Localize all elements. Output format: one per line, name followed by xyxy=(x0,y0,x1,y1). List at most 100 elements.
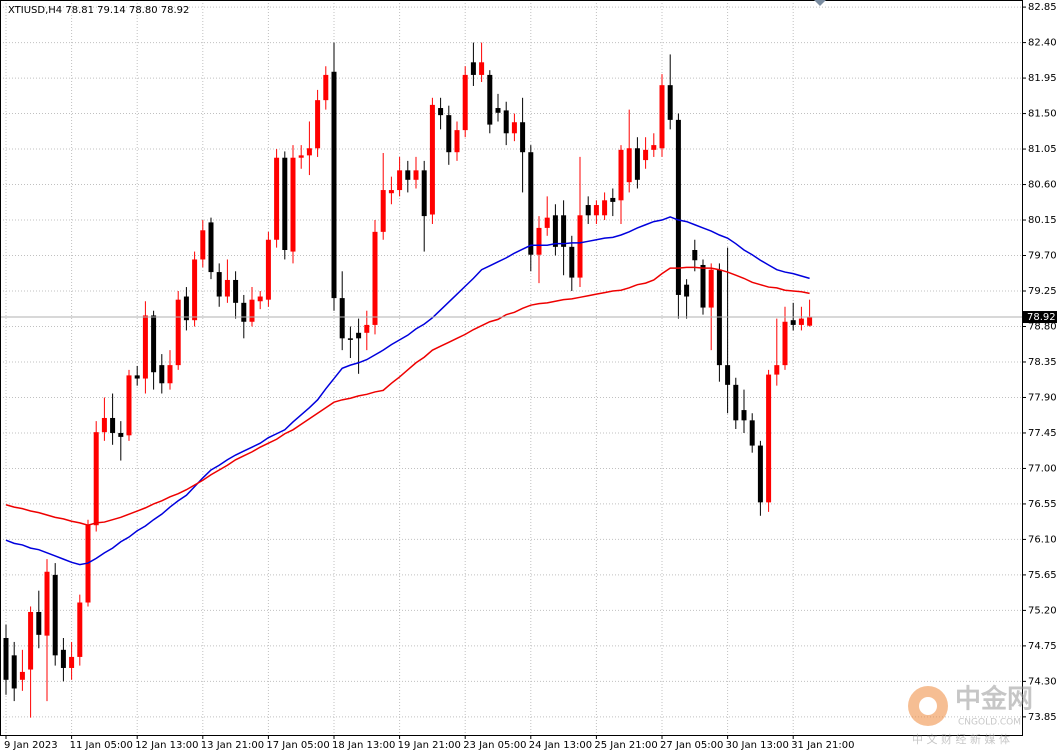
y-tick-label: 75.65 xyxy=(1028,570,1057,581)
shift-marker xyxy=(814,0,826,6)
candle-body xyxy=(528,152,534,255)
watermark-tagline: 中 文 财 经 新 媒 体 xyxy=(912,732,1010,746)
candle-body xyxy=(93,432,99,526)
candle-body xyxy=(749,420,755,446)
candle-body xyxy=(667,85,673,120)
y-tick-label: 78.35 xyxy=(1028,357,1057,368)
candle-body xyxy=(610,197,616,202)
watermark-brand: 中金网 xyxy=(955,684,1033,715)
candle-body xyxy=(339,298,345,339)
x-tick-label: 31 Jan 21:00 xyxy=(791,740,854,751)
candle-body xyxy=(60,649,66,668)
candle-body xyxy=(684,284,690,297)
moving-average xyxy=(5,216,810,566)
candle-body xyxy=(643,149,649,161)
y-tick-label: 74.30 xyxy=(1028,676,1057,687)
candle-body xyxy=(520,122,526,153)
candle-body xyxy=(692,249,698,261)
candle-body xyxy=(651,145,657,150)
y-tick-label: 74.75 xyxy=(1028,641,1057,652)
x-tick-label: 25 Jan 21:00 xyxy=(594,740,657,751)
x-tick-label: 11 Jan 05:00 xyxy=(70,740,133,751)
candle-body xyxy=(659,85,665,149)
chart-title: XTIUSD,H4 78.81 79.14 78.80 78.92 xyxy=(8,5,189,16)
candle-body xyxy=(675,119,681,295)
candle-body xyxy=(126,375,132,436)
x-tick-label: 24 Jan 13:00 xyxy=(529,740,592,751)
candle-body xyxy=(167,365,173,384)
y-tick-label: 80.15 xyxy=(1028,215,1057,226)
candle-body xyxy=(552,215,558,247)
candle-body xyxy=(331,71,337,299)
candle-body xyxy=(298,155,304,158)
candle-body xyxy=(110,417,116,433)
candle-body xyxy=(725,365,731,385)
candle-body xyxy=(257,296,263,302)
x-tick-label: 12 Jan 13:00 xyxy=(135,740,198,751)
candle-body xyxy=(241,302,247,322)
x-tick-label: 23 Jan 05:00 xyxy=(463,740,526,751)
candle-body xyxy=(757,445,763,503)
candle-body xyxy=(577,215,583,278)
candle-body xyxy=(561,215,567,247)
candle-body xyxy=(421,170,427,217)
candle-body xyxy=(306,148,312,156)
y-tick-label: 77.45 xyxy=(1028,428,1057,439)
y-tick-label: 77.90 xyxy=(1028,392,1057,403)
y-tick-label: 78.80 xyxy=(1028,321,1057,332)
candle-body xyxy=(69,656,75,668)
candle-body xyxy=(585,205,591,216)
candle-body xyxy=(618,149,624,201)
candle-body xyxy=(782,321,788,366)
candle-body xyxy=(372,231,378,325)
y-tick-label: 73.85 xyxy=(1028,712,1057,723)
candle-body xyxy=(798,318,804,325)
candle-body xyxy=(216,272,222,297)
candle-body xyxy=(85,525,91,603)
candle-body xyxy=(470,62,476,75)
x-tick-label: 9 Jan 2023 xyxy=(4,740,58,751)
candle-body xyxy=(380,190,386,232)
plot xyxy=(0,42,1022,718)
x-tick-label: 17 Jan 05:00 xyxy=(266,740,329,751)
watermark-logo-inner xyxy=(919,697,937,715)
x-tick-label: 30 Jan 13:00 xyxy=(726,740,789,751)
candle-body xyxy=(495,108,501,113)
y-tick-label: 81.50 xyxy=(1028,109,1057,120)
candle-body xyxy=(700,264,706,308)
candle-body xyxy=(807,317,813,326)
candle-body xyxy=(274,157,280,240)
candle-body xyxy=(626,148,632,183)
candle-body xyxy=(462,74,468,131)
candle-body xyxy=(790,320,796,325)
candle-body xyxy=(19,671,25,680)
candle-body xyxy=(101,417,107,433)
candle-body xyxy=(151,315,157,373)
x-tick-label: 13 Jan 21:00 xyxy=(201,740,264,751)
candle-body xyxy=(503,110,509,134)
candle-body xyxy=(11,655,17,689)
candle-body xyxy=(569,246,575,278)
candle-body xyxy=(175,299,181,366)
candle-body xyxy=(602,200,608,216)
candle-body xyxy=(479,62,485,75)
candle-body xyxy=(536,227,542,255)
candle-body xyxy=(347,338,353,340)
candle-body xyxy=(388,190,394,194)
x-tick-label: 19 Jan 21:00 xyxy=(398,740,461,751)
candle-body xyxy=(323,74,329,101)
y-tick-label: 79.25 xyxy=(1028,286,1057,297)
candle-body xyxy=(446,115,452,153)
x-tick-label: 27 Jan 05:00 xyxy=(660,740,723,751)
candle-body xyxy=(544,217,550,228)
candle-body xyxy=(142,315,148,379)
y-tick-label: 75.20 xyxy=(1028,605,1057,616)
y-tick-label: 81.05 xyxy=(1028,144,1057,155)
candle-body xyxy=(159,365,165,384)
y-tick-label: 77.00 xyxy=(1028,463,1057,474)
candle-body xyxy=(487,74,493,125)
plot-frame xyxy=(0,0,1023,736)
candle-body xyxy=(77,602,83,657)
